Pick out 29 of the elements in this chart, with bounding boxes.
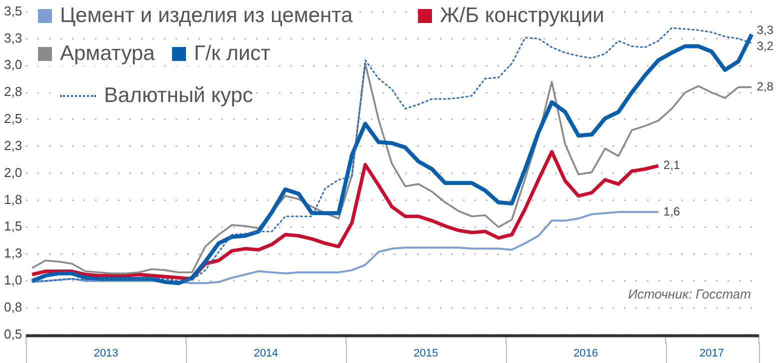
y-tick-label: 2,5 xyxy=(4,111,22,126)
legend-label: Цемент и изделия из цемента xyxy=(60,4,353,28)
x-tick-label: 2013 xyxy=(94,347,118,360)
x-tick-label: 2016 xyxy=(574,347,598,360)
x-tick-label: 2014 xyxy=(254,347,278,360)
annotation: 3,3 xyxy=(756,23,774,38)
y-tick-label: 0,8 xyxy=(4,299,22,314)
y-tick-label: 3,5 xyxy=(4,3,22,18)
annotation: 1,6 xyxy=(663,204,680,218)
y-tick-label: 3,0 xyxy=(4,57,22,72)
y-tick-label: 2,0 xyxy=(4,164,22,180)
y-tick-label: 2,8 xyxy=(4,84,22,100)
y-tick-label: 0,5 xyxy=(4,326,22,342)
y-tick-label: 1,0 xyxy=(4,272,22,288)
legend-label: Валютный курс xyxy=(104,84,253,108)
annotation: 3,2 xyxy=(756,39,774,54)
y-tick-label: 2,3 xyxy=(4,138,22,153)
y-tick-label: 1,3 xyxy=(4,246,22,261)
y-tick-label: 1,5 xyxy=(4,218,22,234)
x-tick-label: 2015 xyxy=(414,347,438,360)
legend-label: Г/к лист xyxy=(194,42,270,66)
annotation: Источник: Госстат xyxy=(628,286,752,302)
legend-label: Арматура xyxy=(60,42,155,66)
annotation: 2,8 xyxy=(756,79,774,94)
y-tick-label: 1,8 xyxy=(4,192,22,207)
annotation: 2,1 xyxy=(663,158,680,172)
legend-label: Ж/Б конструкции xyxy=(440,4,604,28)
y-tick-label: 3,3 xyxy=(4,30,22,46)
x-tick-label: 2017 xyxy=(699,347,724,360)
